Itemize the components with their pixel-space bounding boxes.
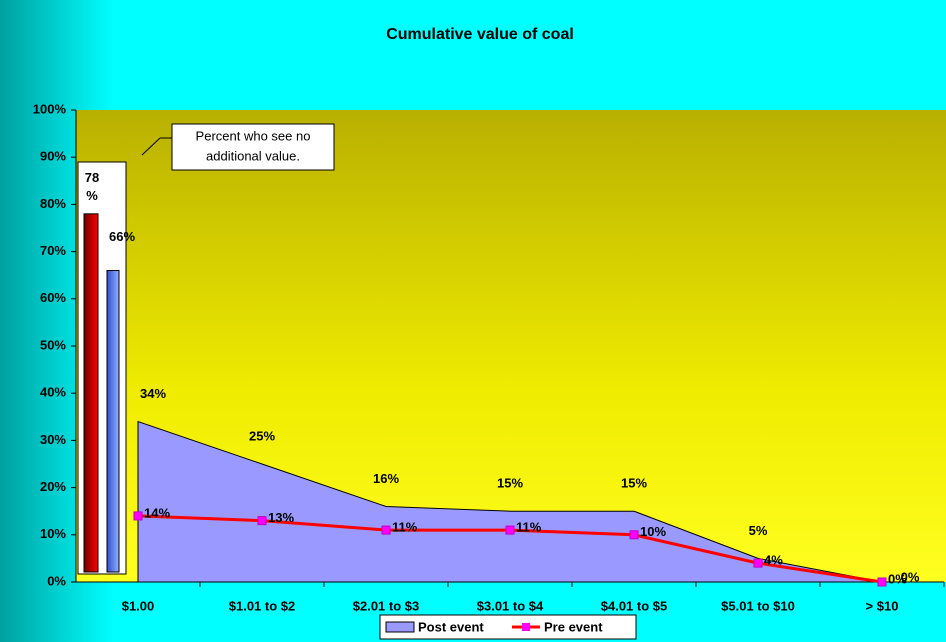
- x-tick-label: $1.00: [122, 598, 155, 613]
- annotation-box: [171, 123, 335, 171]
- marker: [133, 511, 143, 521]
- legend-label: Pre event: [544, 619, 603, 634]
- inset-bar: [106, 269, 120, 573]
- y-tick-label: 60%: [40, 290, 66, 305]
- y-tick-label: 100%: [33, 101, 67, 116]
- data-label: 0%: [888, 571, 907, 586]
- data-label: 4%: [764, 553, 783, 568]
- x-tick-label: $2.01 to $3: [353, 598, 420, 613]
- y-tick-label: 50%: [40, 337, 66, 352]
- y-tick-label: 90%: [40, 149, 66, 164]
- area: [137, 420, 883, 583]
- legend: [379, 614, 637, 640]
- y-tick-label: 40%: [40, 385, 66, 400]
- leader: [141, 137, 161, 156]
- data-label: 25%: [249, 428, 275, 443]
- x-tick-label: $4.01 to $5: [601, 598, 668, 613]
- data-label: 13%: [268, 510, 294, 525]
- data-label: 11%: [392, 520, 418, 535]
- y-tick-label: 20%: [40, 479, 66, 494]
- annotation: additional value.: [206, 148, 300, 163]
- inset-bar-label: 78%: [85, 170, 99, 203]
- legend-marker: [522, 623, 530, 631]
- marker: [381, 525, 391, 535]
- x-tick-label: $3.01 to $4: [477, 598, 544, 613]
- data-label: 11%: [516, 520, 542, 535]
- x-tick-label: > $10: [866, 598, 899, 613]
- data-label: 10%: [640, 524, 666, 539]
- chart-title: Cumulative value of coal: [386, 26, 574, 43]
- data-label: 0%: [901, 569, 920, 584]
- legend-label: Post event: [418, 619, 484, 634]
- marker: [753, 558, 763, 568]
- data-label: 16%: [373, 471, 399, 486]
- x-tick-label: $5.01 to $10: [721, 598, 795, 613]
- marker: [505, 525, 515, 535]
- y-tick-label: 30%: [40, 432, 66, 447]
- marker: [877, 577, 887, 587]
- data-label: 15%: [621, 476, 647, 491]
- y-tick-label: 70%: [40, 243, 66, 258]
- y-tick-label: 80%: [40, 196, 66, 211]
- legend-swatch: [385, 621, 415, 633]
- annotation: Percent who see no: [196, 128, 311, 143]
- y-tick-label: 0%: [47, 573, 66, 588]
- marker: [257, 516, 267, 526]
- data-label: 5%: [749, 523, 768, 538]
- inset-bar-label: 66%: [109, 229, 135, 244]
- x-tick-label: $1.01 to $2: [229, 598, 296, 613]
- y-tick-label: 10%: [40, 526, 66, 541]
- marker: [629, 530, 639, 540]
- data-label: 14%: [144, 505, 170, 520]
- inset-bar: [83, 213, 99, 573]
- data-label: 34%: [140, 386, 166, 401]
- data-label: 15%: [497, 476, 523, 491]
